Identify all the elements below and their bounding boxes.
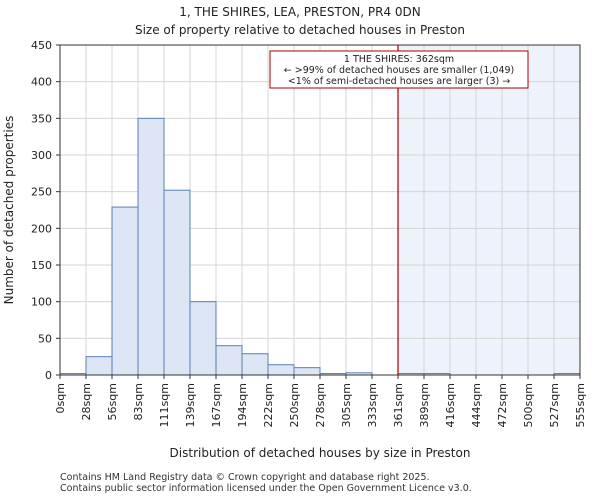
histogram-bar bbox=[111, 206, 139, 376]
y-tick-label: 0 bbox=[45, 369, 52, 382]
y-tick-label: 100 bbox=[31, 296, 52, 309]
chart-title-block: 1, THE SHIRES, LEA, PRESTON, PR4 0DN Siz… bbox=[0, 3, 600, 39]
highlight-region bbox=[398, 45, 580, 375]
marker-annotation: 1 THE SHIRES: 362sqm ← >99% of detached … bbox=[269, 50, 529, 89]
footer: Contains HM Land Registry data © Crown c… bbox=[60, 472, 472, 494]
histogram-bar bbox=[85, 356, 113, 376]
x-tick-label: 278sqm bbox=[314, 383, 327, 427]
y-tick-label: 350 bbox=[31, 112, 52, 125]
x-tick-label: 139sqm bbox=[184, 383, 197, 427]
x-tick-label: 389sqm bbox=[418, 383, 431, 427]
annotation-line-2: ← >99% of detached houses are smaller (1… bbox=[284, 65, 515, 76]
histogram-bar bbox=[241, 353, 269, 376]
y-tick-label: 150 bbox=[31, 259, 52, 272]
x-tick-label: 416sqm bbox=[444, 383, 457, 427]
x-tick-label: 111sqm bbox=[158, 383, 171, 427]
x-tick-label: 444sqm bbox=[470, 383, 483, 427]
y-tick-label: 300 bbox=[31, 149, 52, 162]
histogram-bar bbox=[293, 367, 321, 376]
y-tick-label: 50 bbox=[38, 332, 52, 345]
x-tick-label: 28sqm bbox=[80, 383, 93, 420]
histogram-bar bbox=[267, 364, 295, 376]
chart-title: 1, THE SHIRES, LEA, PRESTON, PR4 0DN bbox=[179, 5, 421, 19]
y-tick-label: 250 bbox=[31, 186, 52, 199]
x-tick-label: 167sqm bbox=[210, 383, 223, 427]
x-tick-label: 527sqm bbox=[548, 383, 561, 427]
x-tick-label: 83sqm bbox=[132, 383, 145, 420]
x-tick-label: 333sqm bbox=[366, 383, 379, 427]
x-tick-label: 222sqm bbox=[262, 383, 275, 427]
annotation-line-3: <1% of semi-detached houses are larger (… bbox=[288, 76, 510, 87]
y-tick-label: 400 bbox=[31, 76, 52, 89]
histogram-bar bbox=[163, 189, 191, 376]
histogram-bar bbox=[189, 301, 217, 376]
x-tick-label: 194sqm bbox=[236, 383, 249, 427]
x-tick-label: 500sqm bbox=[522, 383, 535, 427]
footer-line-1: Contains HM Land Registry data © Crown c… bbox=[60, 472, 430, 483]
histogram-bar bbox=[137, 117, 165, 376]
x-tick-label: 305sqm bbox=[340, 383, 353, 427]
x-axis-title: Distribution of detached houses by size … bbox=[170, 446, 471, 460]
y-axis-title: Number of detached properties bbox=[2, 116, 16, 305]
y-tick-label: 200 bbox=[31, 222, 52, 235]
x-tick-label: 555sqm bbox=[574, 383, 587, 427]
histogram-bar bbox=[215, 345, 243, 376]
annotation-box bbox=[269, 50, 529, 89]
x-tick-label: 0sqm bbox=[54, 383, 67, 413]
y-tick-label: 450 bbox=[31, 39, 52, 52]
x-tick-label: 250sqm bbox=[288, 383, 301, 427]
histogram-chart: 0 50 100 150 200 250 300 350 400 450 0sqm 28sqm 56s… bbox=[2, 39, 587, 460]
annotation-line-1: 1 THE SHIRES: 362sqm bbox=[344, 54, 454, 65]
chart-subtitle: Size of property relative to detached ho… bbox=[134, 23, 466, 37]
x-tick-label: 56sqm bbox=[106, 383, 119, 420]
footer-line-2: Contains public sector information licen… bbox=[60, 483, 472, 494]
x-tick-label: 361sqm bbox=[392, 383, 405, 427]
x-tick-label: 472sqm bbox=[496, 383, 509, 427]
